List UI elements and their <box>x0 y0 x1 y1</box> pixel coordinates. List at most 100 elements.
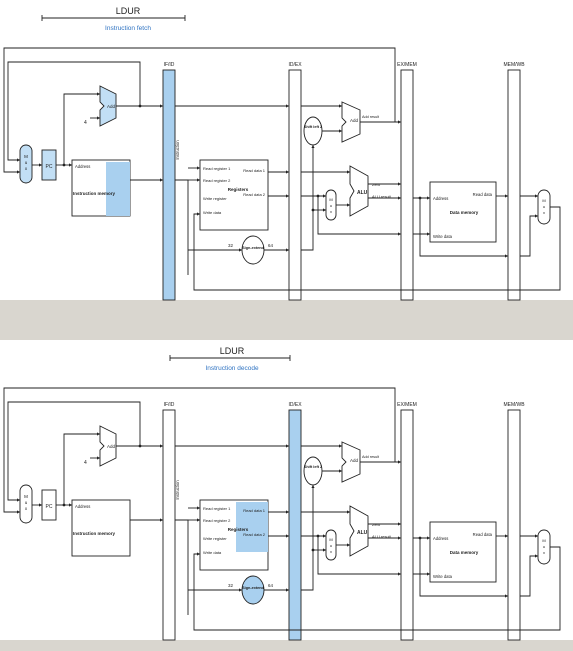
dmem-read-data-label: Read data <box>473 192 493 197</box>
pc-mux-letter: u <box>25 160 28 165</box>
diagram-background <box>0 340 573 640</box>
pc-mux-letter: M <box>24 494 28 499</box>
write-data-label: Write data <box>203 210 222 215</box>
arrowhead <box>17 498 20 502</box>
if-id-register <box>162 409 176 641</box>
pc-mux <box>19 484 33 524</box>
wire <box>7 61 141 161</box>
arrowhead <box>197 166 200 170</box>
alu-src-mux-letter: x <box>330 209 332 214</box>
data-memory-label: Data memory <box>450 210 479 215</box>
branch-adder <box>341 441 361 483</box>
arrowhead <box>339 469 342 473</box>
pc-label: PC <box>46 504 53 510</box>
pc-mux-letter: x <box>25 166 28 171</box>
arrowhead <box>505 534 508 538</box>
arrowhead <box>39 163 42 167</box>
arrowhead <box>286 534 289 538</box>
branch-adder-label: Add <box>350 458 359 463</box>
stage-caption: Instruction fetch <box>105 25 151 32</box>
register-file-highlight <box>236 502 268 552</box>
wire <box>520 555 538 597</box>
dmem-write-data-label: Write data <box>433 234 453 239</box>
arrowhead <box>505 254 508 258</box>
mem-wb-register-label: MEM/WB <box>503 402 525 408</box>
arrowhead <box>97 432 100 436</box>
alu <box>349 505 369 557</box>
alu-label: ALU <box>357 190 368 196</box>
wire <box>7 401 141 501</box>
read-data-2-label: Read data 2 <box>243 192 266 197</box>
arrowhead <box>17 170 20 174</box>
arrowhead <box>427 536 430 540</box>
dmem-write-data-label: Write data <box>433 574 453 579</box>
alu-src-mux-letter: u <box>330 543 332 548</box>
write-back-mux-letter: u <box>543 204 545 209</box>
arrowhead <box>398 232 401 236</box>
wire <box>301 485 314 591</box>
read-register-1-label: Read register 1 <box>203 166 231 171</box>
arrowhead <box>398 182 401 186</box>
arrowhead <box>311 485 315 488</box>
width-32-label: 32 <box>228 243 234 248</box>
arrowhead <box>17 510 20 514</box>
arrowhead <box>197 212 200 216</box>
wire-junction <box>62 503 66 507</box>
width-64-label: 64 <box>268 243 274 248</box>
read-register-1-label: Read register 1 <box>203 506 231 511</box>
sign-extend-label: Sign-extend <box>242 586 264 590</box>
wire <box>419 198 508 257</box>
arrowhead <box>17 158 20 162</box>
read-register-2-label: Read register 2 <box>203 178 231 183</box>
shift-left-2 <box>303 456 323 486</box>
if-id-register-label: IF/ID <box>164 62 175 68</box>
imem-label: Instruction memory <box>73 531 116 536</box>
read-data-1-label: Read data 1 <box>243 168 266 173</box>
register-file <box>199 159 269 231</box>
constant-four-label: 4 <box>84 120 87 126</box>
arrowhead <box>339 444 342 448</box>
stage-title: LDUR <box>116 6 141 16</box>
pc-mux <box>19 144 33 184</box>
wire <box>419 538 508 597</box>
width-32-label: 32 <box>228 583 234 588</box>
ex-mem-register <box>400 69 414 301</box>
mem-wb-register-label: MEM/WB <box>503 62 525 68</box>
registers-label: Registers <box>228 187 249 192</box>
pipeline-diagram-2: LDUR Instruction decode IF/ID ID/EX EX/MEM ME… <box>0 340 573 641</box>
dmem-read-data-label: Read data <box>473 532 493 537</box>
pc-adder-label: Add <box>107 104 116 109</box>
wire <box>301 145 314 251</box>
write-back-mux-letter: M <box>542 198 545 203</box>
arrowhead <box>323 194 326 198</box>
sign-extend-label: Sign-extend <box>242 246 264 250</box>
arrowhead <box>347 543 350 547</box>
wire <box>63 433 100 505</box>
mem-wb-register <box>507 409 521 641</box>
alu-label: ALU <box>357 530 368 536</box>
arrowhead <box>323 548 326 552</box>
arrowhead <box>427 572 430 576</box>
arrowhead <box>69 503 72 507</box>
data-memory <box>429 521 497 583</box>
wire <box>63 93 100 165</box>
write-back-mux-letter: M <box>542 538 545 543</box>
alu-src-mux-letter: x <box>330 549 332 554</box>
pc-mux-letter: u <box>25 500 28 505</box>
arrowhead <box>286 510 289 514</box>
alu-src-mux-letter: M <box>329 197 332 202</box>
pc-mux-letter: x <box>25 506 28 511</box>
instruction-memory <box>71 499 131 557</box>
registers-label: Registers <box>228 527 249 532</box>
arrowhead <box>398 572 401 576</box>
wire <box>520 215 538 257</box>
arrowhead <box>398 536 401 540</box>
arrowhead <box>339 129 342 133</box>
shift-left-2-label: Shift left 2 <box>304 125 322 129</box>
pc-adder-label: Add <box>107 444 116 449</box>
if-id-register-label: IF/ID <box>164 402 175 408</box>
arrowhead <box>398 120 401 124</box>
arrowhead <box>160 518 163 522</box>
